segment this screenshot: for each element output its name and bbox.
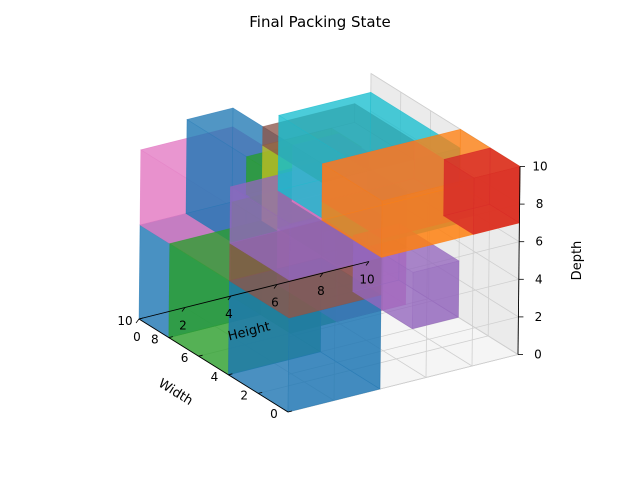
x-tick-mark [228,373,233,376]
box-face [138,224,171,339]
y-tick-label: 0 [133,330,141,344]
x-tick-label: 8 [151,333,159,347]
z-axis-line [517,166,521,355]
x-tick-label: 2 [240,388,248,402]
boxes-group [138,91,521,413]
y-tick-mark [135,318,140,324]
y-tick-label: 8 [317,284,325,298]
y-tick-label: 2 [179,319,187,333]
y-tick-mark [319,272,324,278]
y-tick-mark [365,261,370,266]
y-tick-mark [273,284,278,289]
z-tick-label: 0 [534,348,542,362]
x-axis-line [138,318,289,413]
x-tick-mark [198,354,203,357]
y-axis-line [138,261,370,320]
z-tick-label: 2 [535,310,543,324]
x-tick-mark [168,336,173,338]
x-tick-label: 4 [211,370,219,384]
box [442,147,521,235]
y-tick-label: 6 [271,296,279,310]
x-tick-mark [287,410,293,413]
x-tick-label: 0 [270,407,278,421]
chart-title: Final Packing State [249,13,391,31]
z-tick-label: 10 [532,160,547,174]
y-tick-label: 10 [359,273,374,287]
x-tick-label: 6 [181,351,189,365]
x-tick-mark [258,392,263,394]
y-tick-mark [227,295,232,301]
z-tick-label: 4 [535,272,543,286]
z-tick-label: 6 [535,235,543,249]
y-tick-mark [181,307,186,312]
y-tick-label: 4 [225,307,233,321]
z-tick-label: 8 [536,197,544,211]
x-axis-label: Width [155,376,195,409]
z-axis-label: Depth [570,241,585,281]
x-tick-label: 10 [117,314,132,328]
box-face [443,147,521,179]
